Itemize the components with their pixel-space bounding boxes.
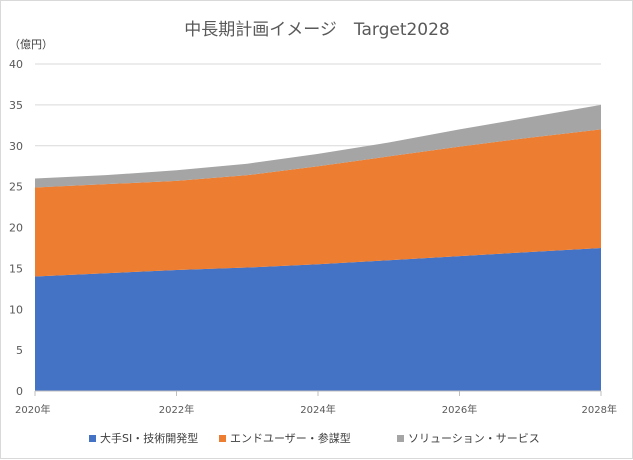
y-tick-label-40: 40 <box>9 58 23 71</box>
area-series-3 <box>35 104 601 188</box>
area-series-2 <box>35 129 601 277</box>
chart-title: 中長期計画イメージ Target2028 <box>184 20 450 40</box>
legend-swatch-3 <box>397 435 404 442</box>
legend-label-3: ソリューション・サービス <box>408 432 540 445</box>
area-series <box>35 104 601 391</box>
y-tick-label-5: 5 <box>16 344 23 357</box>
x-tick-label-2020: 2020年 <box>15 403 50 416</box>
axes: 0 5 10 15 20 25 30 35 40 2020年 2022年 2024年 2026年 2028… <box>9 58 617 416</box>
y-tick-label-15: 15 <box>9 262 23 275</box>
y-tick-label-0: 0 <box>16 385 23 398</box>
y-tick-label-30: 30 <box>9 140 23 153</box>
y-tick-label-10: 10 <box>9 303 23 316</box>
legend: 大手SI・技術開発型 エンドユーザー・参謀型 ソリューション・サービス <box>89 431 540 445</box>
x-tick-label-2022: 2022年 <box>159 403 194 416</box>
legend-label-1: 大手SI・技術開発型 <box>100 431 198 445</box>
y-axis-unit-label: （億円） <box>9 38 53 51</box>
legend-swatch-1 <box>89 435 96 442</box>
x-tick-label-2028: 2028年 <box>582 403 617 416</box>
area-series-1 <box>35 247 601 391</box>
y-tick-label-35: 35 <box>9 99 23 112</box>
y-tick-label-25: 25 <box>9 181 23 194</box>
x-tick-label-2026: 2026年 <box>442 403 477 416</box>
legend-label-2: エンドユーザー・参謀型 <box>230 431 351 445</box>
x-tick-label-2024: 2024年 <box>300 403 335 416</box>
legend-swatch-2 <box>219 435 226 442</box>
y-tick-label-20: 20 <box>9 222 23 235</box>
